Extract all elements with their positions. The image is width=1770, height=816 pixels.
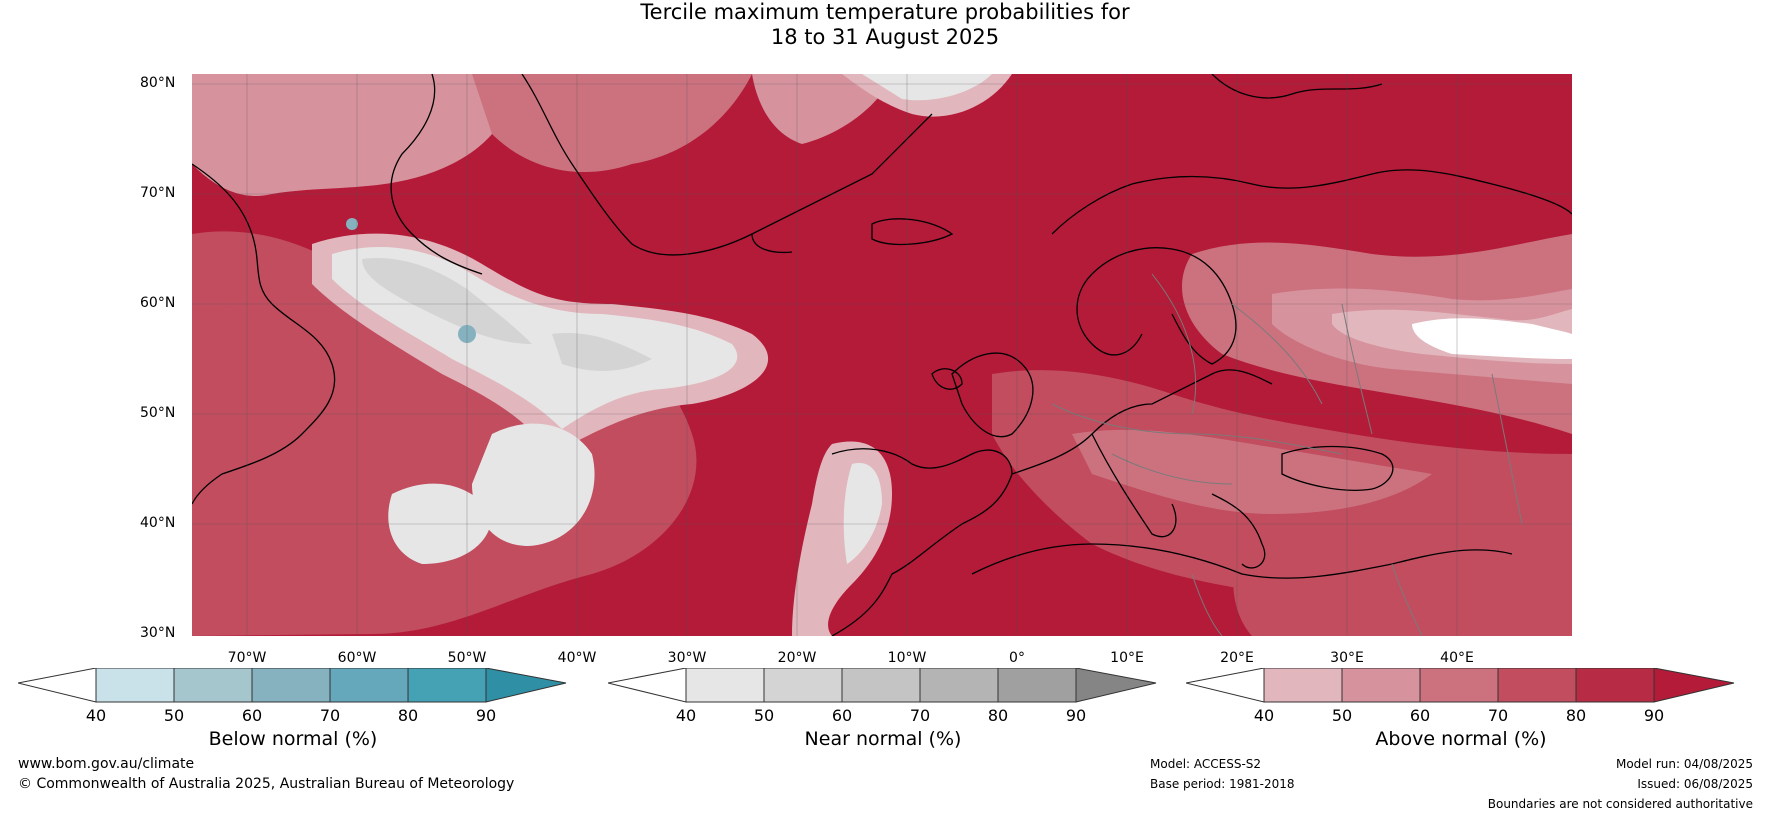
- near-tick-60: 60: [831, 706, 853, 725]
- above-tick-90: 90: [1643, 706, 1665, 725]
- lon-label-70w: 70°W: [227, 650, 267, 666]
- below-tick-60: 60: [241, 706, 263, 725]
- lat-label-60n: 60°N: [140, 295, 176, 311]
- above-tick-40: 40: [1253, 706, 1275, 725]
- colorbar-near-swatches: [607, 667, 1157, 703]
- near-tick-70: 70: [909, 706, 931, 725]
- above-tick-50: 50: [1331, 706, 1353, 725]
- colorbar-above-swatches: [1185, 667, 1735, 703]
- lat-label-80n: 80°N: [140, 75, 176, 91]
- lon-label-30w: 30°W: [667, 650, 707, 666]
- below-tick-50: 50: [163, 706, 185, 725]
- map-area: [192, 74, 1572, 636]
- lat-label-50n: 50°N: [140, 405, 176, 421]
- footer-base-period: Base period: 1981-2018: [1150, 777, 1295, 791]
- lon-label-20e: 20°E: [1220, 650, 1254, 666]
- title-line-1: Tercile maximum temperature probabilitie…: [640, 0, 1130, 24]
- near-tick-90: 90: [1065, 706, 1087, 725]
- lon-label-60w: 60°W: [337, 650, 377, 666]
- above-tick-70: 70: [1487, 706, 1509, 725]
- footer-copyright: © Commonwealth of Australia 2025, Austra…: [18, 776, 515, 792]
- below-tick-70: 70: [319, 706, 341, 725]
- colorbar-near-title: Near normal (%): [804, 728, 962, 750]
- colorbar-above-title: Above normal (%): [1375, 728, 1547, 750]
- lon-label-20w: 20°W: [777, 650, 817, 666]
- colorbar-below-title: Below normal (%): [208, 728, 378, 750]
- colorbar-near-normal: 40 50 60 70 80 90: [607, 667, 1158, 725]
- title-line-2: 18 to 31 August 2025: [770, 25, 1000, 49]
- colorbar-above-normal: 40 50 60 70 80 90: [1185, 667, 1736, 725]
- map-title: Tercile maximum temperature probabilitie…: [0, 0, 1770, 50]
- near-tick-50: 50: [753, 706, 775, 725]
- probability-map: [192, 74, 1572, 636]
- footer-issued: Issued: 06/08/2025: [1637, 777, 1753, 791]
- near-tick-40: 40: [675, 706, 697, 725]
- footer-site-link[interactable]: www.bom.gov.au/climate: [18, 756, 195, 772]
- lon-label-10w: 10°W: [887, 650, 927, 666]
- below-tick-40: 40: [85, 706, 107, 725]
- lon-label-0: 0°: [1009, 650, 1025, 666]
- footer-model-run: Model run: 04/08/2025: [1615, 757, 1753, 771]
- lat-label-40n: 40°N: [140, 515, 176, 531]
- near-tick-80: 80: [987, 706, 1009, 725]
- lon-label-40w: 40°W: [557, 650, 597, 666]
- lon-label-40e: 40°E: [1440, 650, 1474, 666]
- below-tick-80: 80: [397, 706, 419, 725]
- below-tick-90: 90: [475, 706, 497, 725]
- colorbar-below-normal: 40 50 60 70 80 90: [17, 667, 568, 725]
- lon-label-30e: 30°E: [1330, 650, 1364, 666]
- above-tick-60: 60: [1409, 706, 1431, 725]
- above-tick-80: 80: [1565, 706, 1587, 725]
- lat-label-30n: 30°N: [140, 625, 176, 641]
- lon-label-50w: 50°W: [447, 650, 487, 666]
- footer-disclaimer: Boundaries are not considered authoritat…: [1487, 797, 1753, 811]
- footer-model: Model: ACCESS-S2: [1150, 757, 1262, 771]
- lon-label-10e: 10°E: [1110, 650, 1144, 666]
- lat-label-70n: 70°N: [140, 185, 176, 201]
- colorbar-below-swatches: [17, 667, 567, 703]
